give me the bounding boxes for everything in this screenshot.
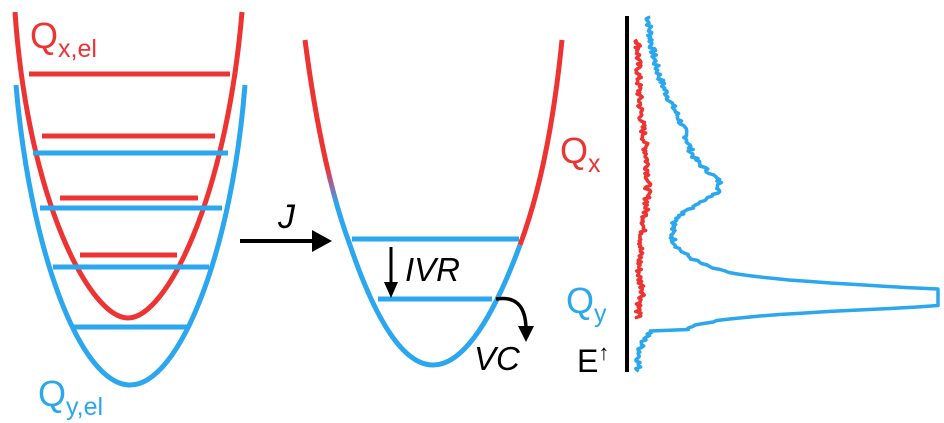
qx-label: Qx: [560, 130, 601, 178]
qy-label: Qy: [566, 280, 607, 328]
qy-spectrum-trace: [634, 15, 940, 373]
coupling-label: J: [277, 198, 296, 236]
coupling-arrow: J: [240, 198, 332, 252]
ivr-arrow-head-icon: [384, 282, 398, 298]
qy-el-potential-curve: [13, 84, 248, 388]
arrow-head-icon: [312, 230, 332, 252]
spectrum-panel: E↑: [577, 15, 940, 379]
middle-panel: IVR VC Qx Qy: [302, 39, 607, 377]
qx-el-label: Qx,el: [30, 15, 97, 63]
vc-label: VC: [474, 340, 521, 377]
left-panel: Qx,el Qy,el: [12, 11, 248, 421]
coupled-potential-curve-upper: [302, 39, 353, 246]
coupled-potential-curve-lower: [347, 244, 523, 368]
qy-el-label: Qy,el: [38, 373, 103, 421]
qx-spectrum-trace: [633, 38, 653, 320]
ivr-label: IVR: [405, 251, 460, 288]
energy-axis-label: E↑: [577, 340, 609, 379]
vc-arrow-head-icon: [518, 326, 534, 342]
coupled-potential-curve-upper-right: [517, 39, 565, 246]
qx-el-potential-curve: [12, 11, 245, 321]
